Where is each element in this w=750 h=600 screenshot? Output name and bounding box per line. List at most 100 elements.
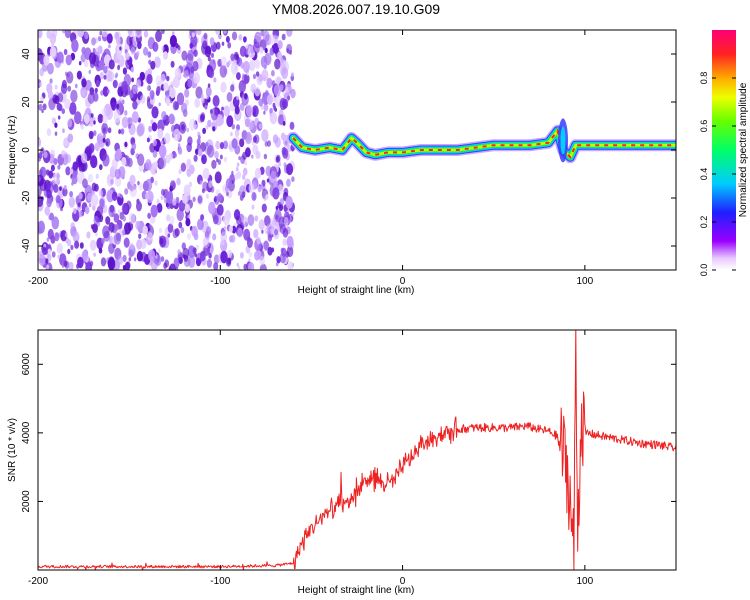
noise-blob — [134, 257, 137, 262]
noise-blob — [115, 37, 121, 45]
noise-blob — [45, 258, 49, 264]
noise-blob — [161, 46, 165, 52]
noise-blob — [190, 66, 195, 74]
noise-blob — [281, 247, 287, 257]
y-tick-label: 6000 — [21, 353, 32, 376]
noise-blob — [226, 61, 230, 68]
noise-blob — [163, 82, 169, 92]
noise-blob — [67, 133, 74, 143]
noise-blob — [189, 164, 195, 175]
noise-blob — [210, 185, 215, 193]
noise-blob — [277, 40, 283, 50]
snr-frame — [37, 329, 677, 571]
noise-blob — [236, 262, 239, 267]
noise-blob — [178, 168, 182, 175]
noise-blob — [233, 51, 239, 61]
snr-panel: -200 -100 0 100 2000 4000 6000 Height of strai… — [7, 329, 677, 596]
noise-blob — [213, 77, 217, 83]
noise-blob — [203, 32, 208, 40]
noise-blob — [188, 181, 193, 187]
noise-blob — [244, 118, 251, 128]
noise-blob — [223, 105, 230, 117]
noise-blob — [122, 229, 126, 236]
noise-blob — [252, 73, 257, 80]
noise-blob — [236, 95, 240, 101]
noise-blob — [88, 130, 94, 140]
noise-blob — [256, 236, 261, 245]
noise-blob — [181, 50, 188, 61]
noise-blob — [173, 128, 181, 142]
noise-blob — [180, 227, 185, 234]
noise-blob — [243, 228, 251, 241]
noise-blob — [179, 121, 187, 134]
noise-blob — [102, 86, 109, 97]
noise-blob — [244, 44, 252, 55]
noise-blob — [216, 158, 219, 163]
noise-blob — [170, 60, 175, 68]
x-tick-label: -200 — [28, 576, 48, 587]
noise-blob — [117, 64, 121, 71]
noise-blob — [122, 254, 127, 263]
noise-blob — [254, 167, 262, 179]
snr-x-label: Height of straight line (km) — [298, 585, 415, 596]
noise-blob — [263, 240, 269, 250]
noise-blob — [164, 132, 171, 144]
noise-blob — [290, 88, 296, 99]
noise-blob — [178, 221, 183, 229]
noise-blob — [46, 237, 50, 242]
noise-field — [38, 30, 296, 270]
noise-blob — [225, 178, 233, 189]
noise-blob — [71, 39, 79, 53]
noise-blob — [286, 48, 290, 53]
noise-blob — [53, 183, 59, 193]
noise-blob — [67, 118, 73, 128]
noise-blob — [90, 224, 94, 230]
noise-blob — [50, 164, 55, 172]
noise-blob — [166, 75, 170, 82]
noise-blob — [182, 247, 190, 260]
noise-blob — [276, 256, 281, 264]
noise-blob — [147, 212, 151, 219]
noise-blob — [244, 131, 253, 145]
noise-blob — [251, 204, 255, 210]
noise-blob — [99, 198, 105, 208]
noise-blob — [131, 142, 137, 151]
noise-blob — [97, 45, 103, 55]
noise-blob — [86, 231, 91, 239]
noise-blob — [214, 150, 219, 159]
noise-blob — [51, 30, 58, 38]
noise-blob — [95, 80, 100, 88]
noise-blob — [248, 183, 255, 194]
noise-blob — [50, 235, 56, 244]
noise-blob — [282, 147, 289, 159]
noise-blob — [60, 83, 68, 94]
noise-blob — [61, 108, 65, 115]
noise-blob — [275, 205, 279, 211]
noise-blob — [173, 257, 180, 268]
noise-blob — [175, 43, 179, 49]
noise-blob — [145, 159, 152, 170]
noise-blob — [289, 121, 295, 130]
noise-blob — [49, 212, 54, 221]
noise-blob — [123, 206, 128, 213]
noise-blob — [219, 64, 227, 78]
noise-blob — [193, 49, 198, 57]
noise-blob — [252, 135, 257, 143]
noise-blob — [252, 41, 261, 54]
noise-blob — [202, 167, 210, 180]
noise-blob — [66, 71, 74, 84]
noise-blob — [148, 223, 152, 229]
noise-blob — [175, 230, 179, 237]
snr-ticks: -200 -100 0 100 2000 4000 6000 — [21, 330, 676, 587]
noise-blob — [274, 209, 282, 223]
noise-blob — [279, 198, 285, 206]
noise-blob — [234, 105, 240, 115]
noise-blob — [202, 181, 209, 192]
noise-blob — [60, 230, 67, 242]
noise-blob — [87, 173, 94, 183]
noise-blob — [281, 67, 289, 80]
y-tick-label: 40 — [21, 48, 32, 60]
noise-blob — [191, 32, 195, 38]
noise-blob — [64, 30, 72, 39]
noise-blob — [202, 127, 207, 134]
